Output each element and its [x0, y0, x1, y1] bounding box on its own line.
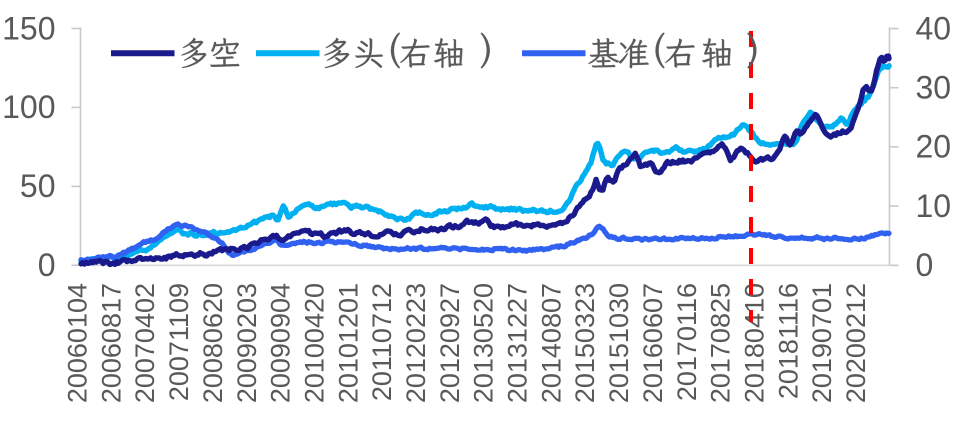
svg-text:100: 100 [2, 89, 55, 125]
svg-text:20170116: 20170116 [672, 283, 702, 401]
svg-text:20140807: 20140807 [536, 283, 566, 403]
svg-text:40: 40 [916, 10, 952, 46]
svg-text:20131227: 20131227 [503, 283, 533, 403]
svg-text:20180410: 20180410 [740, 283, 770, 403]
svg-text:20101201: 20101201 [333, 283, 363, 403]
svg-text:20090203: 20090203 [232, 283, 262, 403]
svg-text:20170825: 20170825 [706, 283, 736, 403]
svg-text:20151030: 20151030 [604, 283, 634, 403]
svg-text:20070402: 20070402 [130, 283, 160, 403]
svg-text:20100420: 20100420 [300, 283, 330, 403]
svg-text:20060817: 20060817 [96, 283, 126, 403]
svg-text:20120223: 20120223 [401, 283, 431, 403]
svg-text:20110712: 20110712 [367, 283, 397, 401]
svg-text:20071109: 20071109 [164, 283, 194, 401]
svg-text:50: 50 [20, 168, 56, 204]
svg-text:150: 150 [2, 10, 55, 46]
svg-text:20080620: 20080620 [198, 283, 228, 403]
svg-text:20160607: 20160607 [638, 283, 668, 403]
svg-text:0: 0 [916, 247, 934, 283]
svg-text:20090904: 20090904 [266, 283, 296, 403]
svg-text:0: 0 [38, 247, 56, 283]
svg-text:20200212: 20200212 [841, 283, 871, 403]
svg-text:10: 10 [916, 188, 952, 224]
svg-text:20150323: 20150323 [570, 283, 600, 403]
svg-text:20181116: 20181116 [773, 283, 803, 399]
svg-text:20: 20 [916, 129, 952, 165]
svg-text:20060104: 20060104 [63, 283, 93, 403]
svg-text:20130520: 20130520 [469, 283, 499, 403]
svg-text:30: 30 [916, 70, 952, 106]
svg-text:20120927: 20120927 [435, 283, 465, 403]
svg-text:20190701: 20190701 [807, 283, 837, 403]
